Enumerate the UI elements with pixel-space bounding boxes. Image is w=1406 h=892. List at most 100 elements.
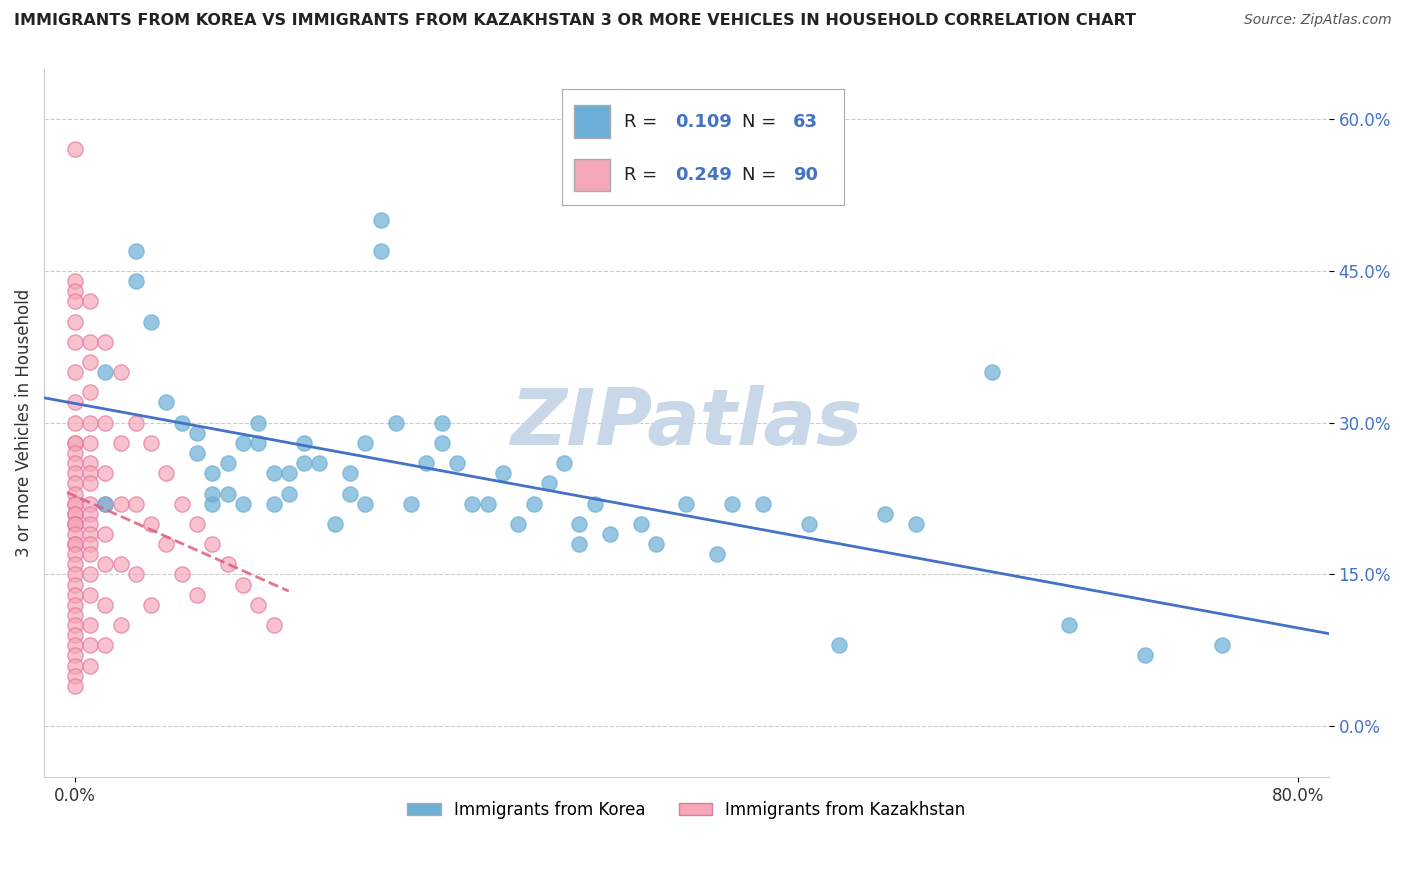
Point [568, 516, 591, 531]
Text: ZIPatlas: ZIPatlas [510, 384, 862, 460]
Text: 90: 90 [793, 166, 818, 184]
Legend: Immigrants from Korea, Immigrants from Kazakhstan: Immigrants from Korea, Immigrants from K… [401, 794, 973, 825]
Point [1135, 648, 1157, 663]
Point [186, 425, 208, 440]
Point [339, 486, 361, 500]
Point [370, 244, 392, 258]
Point [94, 416, 117, 430]
Point [110, 365, 132, 379]
Point [79, 658, 101, 673]
Point [63, 274, 86, 288]
Text: 63: 63 [793, 112, 818, 130]
Point [63, 537, 86, 551]
Point [277, 486, 299, 500]
Point [201, 486, 224, 500]
Point [79, 588, 101, 602]
Point [201, 467, 224, 481]
Point [110, 558, 132, 572]
Point [63, 497, 86, 511]
Point [94, 638, 117, 652]
Point [217, 456, 239, 470]
Point [63, 527, 86, 541]
Point [201, 537, 224, 551]
FancyBboxPatch shape [574, 105, 610, 138]
Point [155, 467, 177, 481]
Point [79, 416, 101, 430]
Point [232, 436, 254, 450]
Point [125, 567, 148, 582]
Y-axis label: 3 or more Vehicles in Household: 3 or more Vehicles in Household [15, 289, 32, 557]
Point [94, 365, 117, 379]
Point [522, 497, 544, 511]
Point [186, 588, 208, 602]
Point [170, 497, 193, 511]
Point [79, 355, 101, 369]
Point [94, 558, 117, 572]
Text: R =: R = [624, 112, 664, 130]
Point [63, 416, 86, 430]
Point [79, 294, 101, 309]
Point [141, 314, 163, 328]
Point [339, 467, 361, 481]
Point [79, 516, 101, 531]
Point [63, 456, 86, 470]
Point [201, 497, 224, 511]
Point [1211, 638, 1233, 652]
Point [186, 516, 208, 531]
Point [63, 537, 86, 551]
Point [63, 638, 86, 652]
Point [79, 567, 101, 582]
Point [63, 516, 86, 531]
Point [63, 284, 86, 298]
Point [63, 516, 86, 531]
Point [354, 497, 377, 511]
Point [63, 648, 86, 663]
Point [79, 507, 101, 521]
Point [63, 294, 86, 309]
Point [508, 516, 530, 531]
Text: N =: N = [742, 166, 782, 184]
Point [292, 436, 315, 450]
Point [63, 395, 86, 409]
Point [79, 334, 101, 349]
Point [247, 598, 270, 612]
Point [94, 527, 117, 541]
Point [63, 143, 86, 157]
Point [94, 497, 117, 511]
Point [537, 476, 560, 491]
Text: Source: ZipAtlas.com: Source: ZipAtlas.com [1244, 13, 1392, 28]
Point [308, 456, 330, 470]
Point [141, 598, 163, 612]
Point [63, 446, 86, 460]
Point [79, 476, 101, 491]
Point [63, 507, 86, 521]
Point [477, 497, 499, 511]
Point [79, 467, 101, 481]
Point [247, 436, 270, 450]
Point [63, 628, 86, 642]
Point [63, 365, 86, 379]
Point [232, 497, 254, 511]
Point [385, 416, 408, 430]
Point [644, 537, 666, 551]
Point [125, 244, 148, 258]
Point [263, 467, 285, 481]
Point [981, 365, 1004, 379]
Point [217, 486, 239, 500]
Point [430, 416, 453, 430]
Point [94, 497, 117, 511]
Text: N =: N = [742, 112, 782, 130]
Point [706, 547, 728, 561]
Point [599, 527, 621, 541]
Point [797, 516, 820, 531]
Point [63, 436, 86, 450]
FancyBboxPatch shape [574, 159, 610, 191]
Point [155, 537, 177, 551]
Point [141, 436, 163, 450]
Point [79, 385, 101, 400]
Point [263, 618, 285, 632]
Point [232, 577, 254, 591]
Point [63, 679, 86, 693]
Point [370, 213, 392, 227]
Point [263, 497, 285, 511]
